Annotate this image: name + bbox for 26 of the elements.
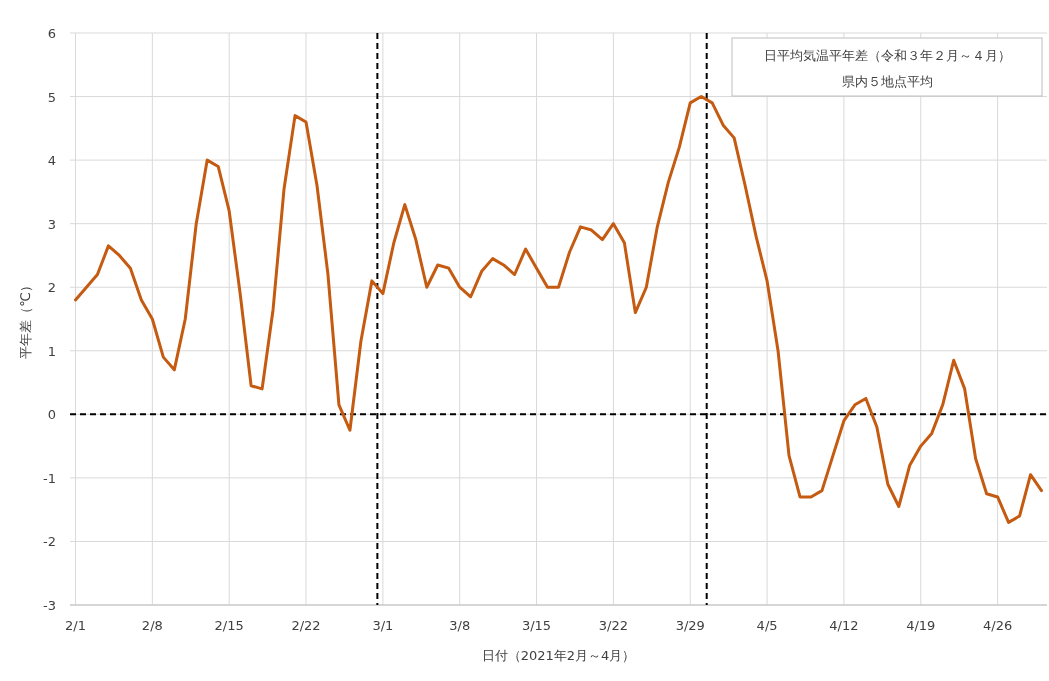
y-tick-label: -2: [43, 534, 56, 550]
y-axis-title: 平年差（℃）: [18, 279, 33, 359]
y-tick-label: -1: [43, 470, 56, 486]
x-tick-label: 3/29: [675, 618, 705, 633]
x-axis-title: 日付（2021年2月～4月）: [481, 648, 636, 663]
x-tick-label: 4/19: [906, 618, 936, 633]
x-tick-label: 4/5: [756, 618, 778, 633]
y-tick-label: -3: [43, 598, 56, 613]
x-tick-label: 4/12: [829, 618, 859, 633]
title-box: 日平均気温平年差（令和３年２月～４月） 県内５地点平均: [731, 37, 1043, 97]
y-tick-label: 4: [47, 153, 56, 169]
x-tick-label: 3/22: [598, 618, 628, 633]
y-tick-label: 3: [47, 216, 56, 232]
y-tick-label: 5: [47, 89, 56, 105]
y-tick-label: 0: [47, 407, 56, 423]
x-tick-label: 2/15: [214, 618, 244, 633]
x-tick-label: 2/1: [65, 618, 86, 633]
y-tick-label: 6: [47, 26, 56, 41]
x-tick-label: 2/8: [141, 618, 163, 633]
x-tick-label: 3/1: [372, 618, 394, 633]
y-tick-label: 1: [47, 343, 56, 359]
x-tick-label: 3/8: [449, 618, 471, 633]
x-tick-label: 3/15: [521, 618, 552, 633]
x-tick-label: 2/22: [291, 618, 321, 633]
x-tick-label: 4/26: [983, 618, 1013, 633]
y-tick-label: 2: [47, 280, 56, 296]
